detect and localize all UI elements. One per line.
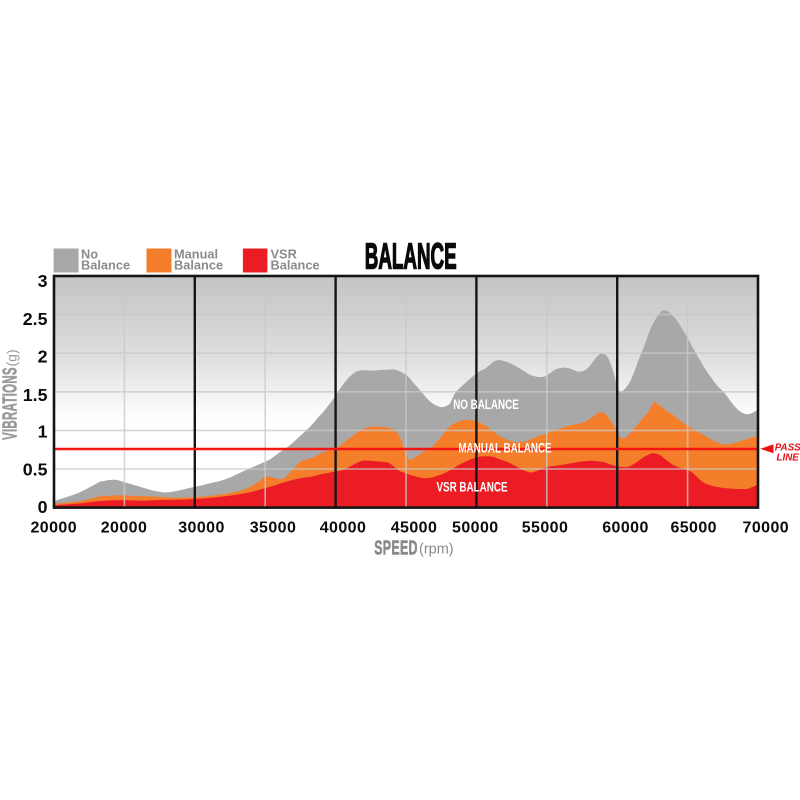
svg-text:35000: 35000 bbox=[250, 520, 297, 537]
svg-text:3: 3 bbox=[38, 271, 48, 291]
svg-text:0: 0 bbox=[38, 497, 48, 517]
svg-text:LINE: LINE bbox=[777, 452, 800, 463]
svg-text:45000: 45000 bbox=[391, 520, 438, 537]
svg-text:1.5: 1.5 bbox=[23, 385, 48, 405]
svg-text:Manual: Manual bbox=[174, 247, 218, 262]
svg-text:Balance: Balance bbox=[81, 258, 130, 273]
svg-text:No: No bbox=[81, 247, 98, 262]
svg-text:(rpm): (rpm) bbox=[419, 542, 454, 558]
svg-text:1: 1 bbox=[38, 422, 48, 442]
svg-text:(g): (g) bbox=[4, 349, 20, 366]
svg-text:50000: 50000 bbox=[452, 520, 499, 537]
svg-text:40000: 40000 bbox=[320, 520, 367, 537]
svg-text:20000: 20000 bbox=[101, 520, 148, 537]
svg-text:NO BALANCE: NO BALANCE bbox=[453, 396, 519, 412]
svg-text:0.5: 0.5 bbox=[23, 459, 48, 479]
svg-text:55000: 55000 bbox=[522, 520, 569, 537]
svg-text:VSR BALANCE: VSR BALANCE bbox=[436, 479, 507, 495]
svg-text:2.5: 2.5 bbox=[23, 309, 48, 329]
svg-text:60000: 60000 bbox=[602, 520, 649, 537]
svg-text:Balance: Balance bbox=[271, 258, 320, 273]
svg-text:SPEED: SPEED bbox=[374, 536, 418, 559]
svg-text:MANUAL BALANCE: MANUAL BALANCE bbox=[458, 440, 551, 456]
svg-text:70000: 70000 bbox=[743, 520, 790, 537]
svg-text:65000: 65000 bbox=[670, 520, 717, 537]
svg-text:20000: 20000 bbox=[31, 520, 78, 537]
svg-text:BALANCE: BALANCE bbox=[365, 237, 457, 277]
svg-text:30000: 30000 bbox=[178, 520, 225, 537]
svg-text:PASS: PASS bbox=[775, 443, 800, 454]
svg-text:VSR: VSR bbox=[271, 247, 297, 262]
svg-text:2: 2 bbox=[38, 347, 48, 367]
svg-text:Balance: Balance bbox=[174, 258, 223, 273]
svg-text:VIBRATIONS: VIBRATIONS bbox=[0, 367, 21, 440]
